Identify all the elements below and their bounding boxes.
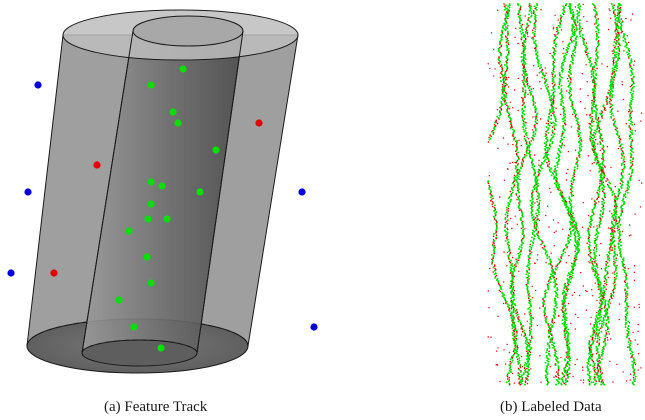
caption-labeled-data: (b) Labeled Data [500,399,602,415]
inside-point [212,146,220,154]
outside-point [310,323,318,331]
boundary-point [255,119,263,127]
inside-point [147,81,155,89]
outside-point [34,81,42,89]
inside-point [174,119,182,127]
inside-point [169,108,177,116]
outside-point [298,188,306,196]
boundary-point [93,161,101,169]
inside-point [130,323,138,331]
inside-point [147,178,155,186]
inner-cylinder-edges [81,30,244,354]
inside-point [125,227,133,235]
inside-point [163,215,171,223]
inside-point [179,65,187,73]
labeled-data-panel [487,3,643,386]
boundary-point [50,269,58,277]
inside-point [115,296,123,304]
inside-point [196,188,204,196]
feature-points [7,65,318,352]
inside-point [157,344,165,352]
inside-point [143,253,151,261]
caption-feature-track: (a) Feature Track [104,399,208,415]
inside-point [147,200,155,208]
outside-point [7,269,15,277]
inside-point [158,182,166,190]
inside-point [147,279,155,287]
outside-point [24,188,32,196]
inner-cylinder-top [132,15,244,47]
feature-track-panel [7,9,318,374]
inside-point [144,215,152,223]
